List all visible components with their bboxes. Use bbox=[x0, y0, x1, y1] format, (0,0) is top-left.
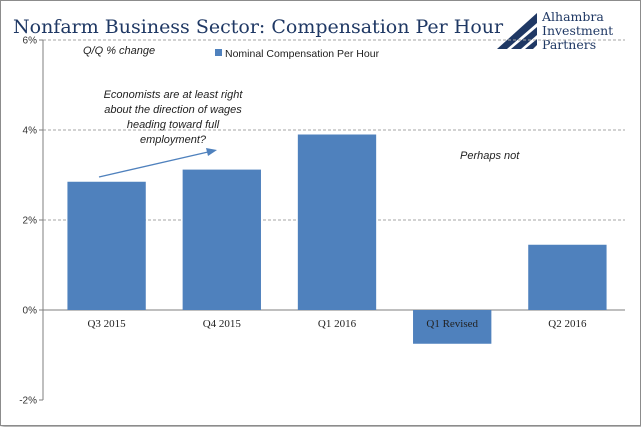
y-tick-label: 0% bbox=[23, 306, 38, 317]
annotation-arrow-line bbox=[98, 151, 209, 178]
x-tick-label: Q3 2015 bbox=[87, 318, 126, 330]
logo-line-3: Partners bbox=[542, 37, 596, 52]
x-tick-label: Q1 Revised bbox=[426, 318, 478, 330]
logo-mark bbox=[497, 13, 537, 49]
annotation-economists-line-4: employment? bbox=[140, 134, 207, 146]
annotation-perhaps: Perhaps not bbox=[460, 150, 520, 162]
bar bbox=[297, 134, 377, 310]
annotation-economists: Economists are at least right about the … bbox=[98, 89, 244, 178]
logo-line-1: Alhambra bbox=[541, 9, 604, 24]
legend: Nominal Compensation Per Hour bbox=[215, 48, 380, 60]
bar bbox=[413, 310, 492, 344]
subtitle: Q/Q % change bbox=[83, 45, 155, 57]
logo-line-2: Investment bbox=[542, 23, 613, 38]
bar bbox=[182, 169, 261, 310]
x-axis-labels: Q3 2015 Q4 2015 Q1 2016 Q1 Revised Q2 2016 bbox=[87, 318, 586, 330]
y-tick-label: 4% bbox=[23, 126, 38, 137]
logo: Alhambra Investment Partners bbox=[497, 9, 613, 52]
annotation-economists-line-2: about the direction of wages bbox=[104, 104, 242, 116]
x-tick-label: Q2 2016 bbox=[548, 318, 587, 330]
annotation-economists-line-1: Economists are at least right bbox=[104, 89, 244, 101]
x-tick-label: Q1 2016 bbox=[318, 318, 357, 330]
bar bbox=[528, 244, 607, 310]
y-tick-label: 6% bbox=[23, 36, 38, 47]
y-tick-label: -2% bbox=[19, 396, 37, 407]
bar bbox=[67, 181, 146, 310]
legend-swatch bbox=[215, 49, 222, 56]
annotation-economists-line-3: heading toward full bbox=[127, 119, 220, 131]
y-tick-label: 2% bbox=[23, 216, 38, 227]
x-tick-label: Q4 2015 bbox=[203, 318, 242, 330]
bars bbox=[67, 134, 607, 344]
annotation-arrow-head bbox=[206, 148, 217, 156]
legend-label: Nominal Compensation Per Hour bbox=[225, 48, 380, 60]
chart-title: Nonfarm Business Sector: Compensation Pe… bbox=[13, 16, 504, 38]
